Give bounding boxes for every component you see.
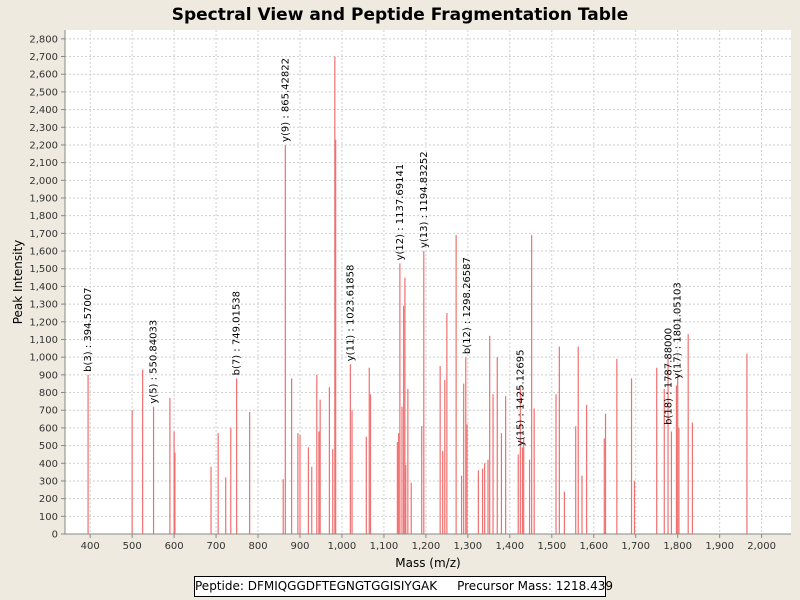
x-tick-label: 1,300	[454, 541, 483, 552]
y-tick-label: 1,500	[29, 264, 58, 275]
y-tick-label: 1,000	[29, 353, 58, 364]
y-tick-label: 2,300	[29, 123, 58, 134]
x-tick-label: 1,500	[537, 541, 566, 552]
x-tick-label: 800	[248, 541, 267, 552]
axes: 400 500 600 700 800 900 1,000 1,100 1,200 1,300 1,…	[29, 30, 791, 552]
y-tick-label: 2,800	[29, 34, 58, 45]
y-tick-label: 1,100	[29, 335, 58, 346]
fragment-label: y(9) : 865.42822	[280, 58, 291, 142]
y-tick-label: 1,900	[29, 194, 58, 205]
y-tick-label: 1,400	[29, 282, 58, 293]
fragment-label: y(11) : 1023.61858	[345, 265, 356, 362]
x-tick-label: 600	[165, 541, 184, 552]
y-tick-label: 2,200	[29, 140, 58, 151]
fragment-label: b(3) : 394.57007	[83, 288, 94, 372]
x-tick-label: 1,700	[621, 541, 650, 552]
y-tick-label: 1,700	[29, 229, 58, 240]
plot-area	[65, 30, 791, 534]
y-tick-label: 300	[39, 476, 58, 487]
x-tick-label: 700	[207, 541, 226, 552]
y-tick-label: 800	[39, 388, 58, 399]
x-tick-label: 400	[81, 541, 100, 552]
fragment-label: b(7) : 749.01538	[232, 291, 243, 375]
fragment-annotations: b(3) : 394.57007 y(5) : 550.84033 b(7) : 7…	[83, 58, 684, 446]
y-tick-label: 1,200	[29, 317, 58, 328]
x-tick-label: 1,200	[412, 541, 441, 552]
y-tick-label: 2,100	[29, 158, 58, 169]
y-tick-label: 0	[52, 530, 58, 541]
y-tick-label: 2,700	[29, 52, 58, 63]
fragment-label: b(12) : 1298.26587	[462, 257, 473, 354]
fragment-label: y(12) : 1137.69141	[395, 164, 406, 261]
x-tick-label: 2,000	[747, 541, 776, 552]
peak-series	[87, 56, 748, 534]
fragment-label: b(18) : 1787.88000	[663, 328, 674, 425]
precursor-mass: Precursor Mass: 1218.439	[457, 579, 613, 593]
fragment-label: y(5) : 550.84033	[149, 320, 160, 404]
grid-lines	[65, 30, 791, 535]
fragment-label: y(17) : 1801.05103	[673, 282, 684, 379]
fragment-label: y(13) : 1194.83252	[419, 151, 430, 248]
y-tick-label: 100	[39, 512, 58, 523]
x-tick-label: 1,400	[496, 541, 525, 552]
peptide-info-box: Peptide: DFMIQGGDFTEGNGTGGISIYGAK Precurs…	[194, 576, 613, 597]
x-tick-label: 1,000	[328, 541, 357, 552]
chart-title: Spectral View and Peptide Fragmentation …	[172, 5, 629, 25]
x-tick-label: 1,100	[370, 541, 399, 552]
x-axis-label: Mass (m/z)	[395, 556, 460, 570]
peptide-sequence: Peptide: DFMIQGGDFTEGNGTGGISIYGAK	[195, 579, 438, 593]
y-tick-label: 1,800	[29, 211, 58, 222]
y-tick-label: 200	[39, 494, 58, 505]
x-tick-label: 900	[290, 541, 309, 552]
x-tick-label: 500	[123, 541, 142, 552]
y-tick-label: 500	[39, 441, 58, 452]
y-tick-label: 700	[39, 406, 58, 417]
x-tick-label: 1,600	[579, 541, 608, 552]
y-tick-label: 2,500	[29, 87, 58, 98]
y-axis-label: Peak Intensity	[11, 240, 25, 325]
y-tick-label: 1,600	[29, 247, 58, 258]
y-tick-label: 2,000	[29, 176, 58, 187]
y-tick-label: 900	[39, 370, 58, 381]
y-tick-label: 600	[39, 423, 58, 434]
x-tick-label: 1,800	[663, 541, 692, 552]
y-tick-label: 2,600	[29, 70, 58, 81]
y-tick-label: 400	[39, 459, 58, 470]
x-tick-label: 1,900	[705, 541, 734, 552]
fragment-label: y(15) : 1425.12695	[515, 349, 526, 446]
y-tick-label: 1,300	[29, 300, 58, 311]
y-tick-label: 2,400	[29, 105, 58, 116]
